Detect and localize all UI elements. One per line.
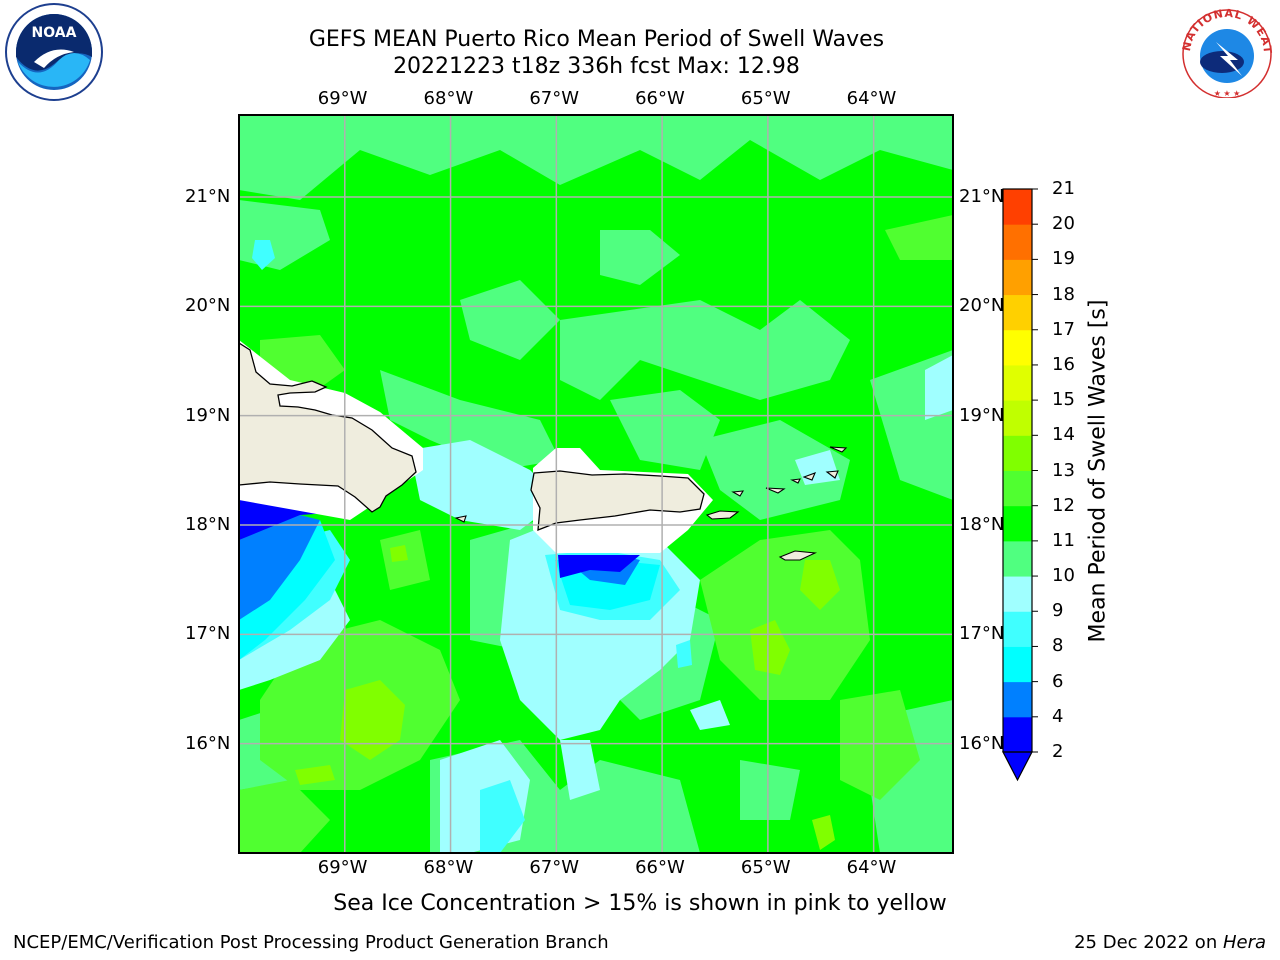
colorbar-tick-label: 2: [1052, 741, 1064, 762]
longitude-label-top: 64°W: [846, 88, 897, 109]
colorbar-tick-label: 19: [1052, 248, 1075, 270]
date-text: 25 Dec 2022 on: [1074, 932, 1223, 953]
longitude-label-bottom: 69°W: [317, 857, 368, 878]
colorbar-tick-label: 4: [1052, 705, 1064, 727]
longitude-label-top: 68°W: [423, 88, 474, 109]
longitude-label-top: 65°W: [740, 88, 791, 109]
longitude-label-top: 67°W: [529, 88, 580, 109]
machine-name: Hera: [1222, 932, 1266, 953]
latitude-label-left: 20°N: [185, 295, 231, 317]
colorbar-tick-label: 15: [1052, 389, 1075, 411]
virgin-islands-land: [454, 446, 848, 561]
map-gridlines: [239, 115, 953, 853]
hispaniola-land: [239, 342, 417, 513]
puerto-rico-land: [530, 470, 705, 531]
colorbar-segment: [1003, 189, 1032, 225]
date-line: 25 Dec 2022 on Hera: [1074, 932, 1266, 953]
colorbar-segment: [1003, 540, 1032, 577]
colorbar: [1002, 188, 1038, 782]
colorbar-tick-label: 18: [1052, 283, 1075, 305]
longitude-label-bottom: 65°W: [740, 857, 791, 878]
latitude-label-right: 21°N: [959, 186, 1005, 207]
colorbar-segment: [1003, 294, 1032, 331]
map-title: GEFS MEAN Puerto Rico Mean Period of Swe…: [308, 27, 885, 52]
colorbar-tick-label: 9: [1052, 600, 1064, 622]
latitude-label-right: 20°N: [959, 295, 1005, 317]
colorbar-tick-label: 10: [1052, 565, 1075, 587]
colorbar-tick-label: 6: [1052, 670, 1064, 692]
colorbar-tick-label: 13: [1052, 459, 1075, 481]
colorbar-segment: [1003, 224, 1032, 260]
colorbar-segment: [1003, 470, 1032, 507]
colorbar-segment: [1003, 259, 1032, 296]
colorbar-tick-label: 12: [1052, 494, 1075, 516]
latitude-label-right: 16°N: [959, 732, 1005, 754]
map-subtitle: 20221223 t18z 336h fcst Max: 12.98: [393, 54, 800, 79]
colorbar-segment: [1003, 576, 1032, 612]
colorbar-tick-label: 8: [1052, 635, 1064, 657]
nws-logo-icon: NATIONAL WEATHER SERVICE ★ ★ ★: [1176, 2, 1273, 98]
colorbar-segment: [1003, 505, 1032, 542]
latitude-label-left: 19°N: [185, 404, 231, 426]
colorbar-label: Mean Period of Swell Waves [s]: [1085, 299, 1111, 643]
colorbar-segment: [1003, 681, 1032, 718]
latitude-label-left: 16°N: [185, 732, 231, 754]
colorbar-segment: [1003, 646, 1032, 683]
colorbar-tick-label: 17: [1052, 318, 1075, 340]
longitude-label-top: 69°W: [317, 88, 368, 109]
credit-line: NCEP/EMC/Verification Post Processing Pr…: [13, 932, 609, 953]
svg-text:★ ★ ★: ★ ★ ★: [1214, 89, 1241, 98]
longitude-label-bottom: 67°W: [529, 857, 580, 878]
latitude-label-right: 17°N: [959, 623, 1005, 645]
sea-ice-footnote: Sea Ice Concentration > 15% is shown in …: [333, 891, 947, 916]
latitude-label-right: 19°N: [959, 404, 1005, 426]
colorbar-tick-label: 11: [1052, 529, 1075, 551]
colorbar-segment: [1003, 435, 1032, 471]
latitude-label-left: 18°N: [185, 514, 231, 535]
noaa-logo-icon: NOAA: [5, 3, 103, 101]
colorbar-segment: [1003, 611, 1032, 647]
longitude-label-top: 66°W: [635, 88, 685, 109]
svg-text:NOAA: NOAA: [32, 25, 77, 41]
latitude-label-right: 18°N: [959, 514, 1005, 535]
latitude-label-left: 17°N: [185, 623, 231, 645]
colorbar-segment: [1003, 329, 1032, 366]
longitude-label-bottom: 64°W: [846, 857, 897, 878]
map-frame: [238, 114, 954, 854]
colorbar-tick-label: 16: [1052, 353, 1075, 375]
colorbar-tick-label: 14: [1052, 424, 1075, 446]
longitude-label-bottom: 66°W: [635, 857, 685, 878]
colorbar-segment: [1003, 364, 1032, 401]
colorbar-under-arrow: [1002, 751, 1033, 782]
latitude-label-left: 21°N: [185, 186, 231, 207]
colorbar-tick-label: 21: [1052, 178, 1075, 199]
longitude-label-bottom: 68°W: [423, 857, 474, 878]
colorbar-tick-label: 20: [1052, 213, 1075, 235]
colorbar-segment: [1003, 716, 1032, 753]
colorbar-segment: [1003, 400, 1032, 436]
